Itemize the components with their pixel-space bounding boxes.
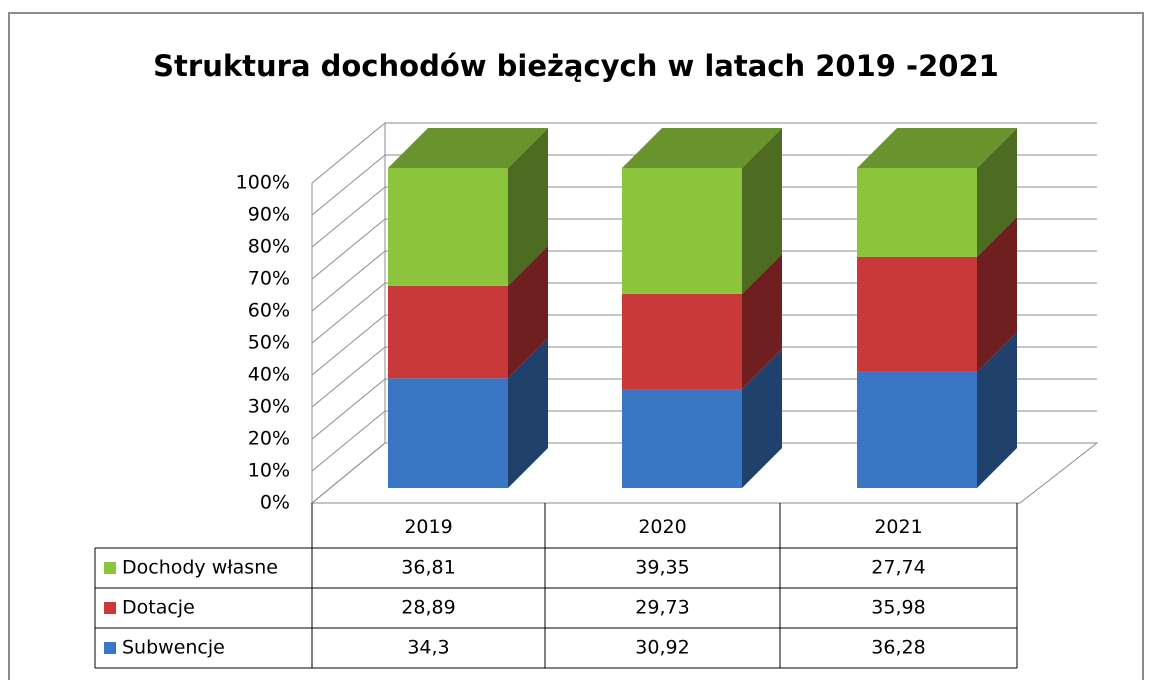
table-value: 27,74 bbox=[871, 557, 925, 579]
y-tick-label: 30% bbox=[248, 396, 290, 418]
y-tick-label: 40% bbox=[248, 364, 290, 386]
x-tick-label: 2020 bbox=[638, 516, 686, 538]
bar-top bbox=[857, 128, 1017, 168]
bar bbox=[388, 378, 508, 488]
y-tick-label: 60% bbox=[248, 300, 290, 322]
chart-title: Struktura dochodów bieżących w latach 20… bbox=[153, 49, 999, 83]
bar-top bbox=[622, 128, 782, 168]
bar bbox=[622, 293, 742, 390]
y-tick-label: 100% bbox=[236, 172, 290, 194]
legend-swatch bbox=[104, 642, 116, 654]
bar-side bbox=[977, 216, 1017, 372]
bar bbox=[388, 285, 508, 379]
bar bbox=[388, 168, 508, 286]
y-tick-label: 10% bbox=[248, 460, 290, 482]
legend-label: Dotacje bbox=[122, 597, 195, 619]
y-tick-label: 80% bbox=[248, 236, 290, 258]
legend-label: Subwencje bbox=[122, 637, 225, 659]
y-tick-label: 90% bbox=[248, 204, 290, 226]
bar-side bbox=[508, 128, 548, 286]
bar-side bbox=[977, 331, 1017, 488]
bar-side bbox=[977, 128, 1017, 257]
bar bbox=[622, 389, 742, 488]
legend-swatch bbox=[104, 602, 116, 614]
bar-side bbox=[742, 128, 782, 294]
table-value: 28,89 bbox=[401, 597, 455, 619]
bar bbox=[857, 256, 977, 372]
bar-top bbox=[388, 128, 548, 168]
legend-label: Dochody własne bbox=[122, 557, 278, 579]
table-value: 34,3 bbox=[407, 637, 449, 659]
table-value: 35,98 bbox=[871, 597, 925, 619]
bar-side bbox=[508, 245, 548, 379]
bar bbox=[857, 371, 977, 488]
x-tick-label: 2019 bbox=[404, 516, 452, 538]
bar-side bbox=[742, 349, 782, 488]
bar bbox=[622, 168, 742, 294]
table-value: 29,73 bbox=[635, 597, 689, 619]
y-tick-label: 70% bbox=[248, 268, 290, 290]
bar bbox=[857, 168, 977, 257]
x-tick-label: 2021 bbox=[874, 516, 922, 538]
y-tick-label: 20% bbox=[248, 428, 290, 450]
table-value: 39,35 bbox=[635, 557, 689, 579]
y-tick-label: 0% bbox=[260, 492, 290, 514]
y-tick-label: 50% bbox=[248, 332, 290, 354]
table-value: 36,28 bbox=[871, 637, 925, 659]
legend-swatch bbox=[104, 562, 116, 574]
table-value: 36,81 bbox=[401, 557, 455, 579]
table-value: 30,92 bbox=[635, 637, 689, 659]
bar-side bbox=[742, 253, 782, 390]
bar-side bbox=[508, 338, 548, 488]
